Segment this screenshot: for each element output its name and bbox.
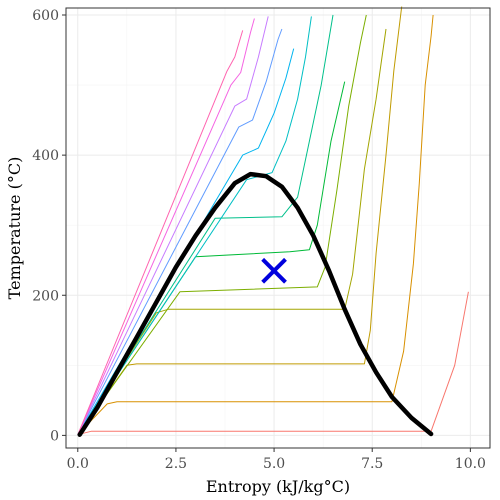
isobar-line (77, 30, 244, 435)
y-axis: 0 200 400 600 (32, 8, 66, 444)
y-tick-label: 0 (50, 428, 59, 444)
panel-border (65, 7, 491, 449)
x-marker (261, 257, 287, 284)
x-tick-label: 0.0 (67, 456, 89, 472)
state-marker (261, 257, 287, 284)
y-axis-title: Temperature (°C) (5, 157, 24, 300)
isobar-line (77, 28, 387, 435)
isobar-line (77, 14, 334, 435)
y-tick-label: 200 (32, 288, 59, 304)
x-tick-label: 2.5 (165, 456, 187, 472)
isobar-line (77, 48, 295, 435)
x-tick-label: 7.5 (361, 456, 383, 472)
saturation-dome (77, 171, 434, 437)
isobar-line (77, 28, 283, 435)
x-axis-title: Entropy (kJ/kg°C) (206, 477, 350, 496)
grid (66, 8, 490, 448)
isobar-line (77, 16, 312, 435)
saturation-dome-line (77, 171, 434, 437)
isobar-line (77, 16, 269, 435)
isobar-line (77, 14, 434, 436)
y-tick-label: 600 (32, 8, 59, 24)
isobar-line (77, 14, 367, 435)
isobar-line (77, 6, 403, 435)
x-tick-label: 5.0 (263, 456, 285, 472)
y-tick-label: 400 (32, 148, 59, 164)
x-tick-label: 10.0 (455, 456, 486, 472)
x-axis: 0.0 2.5 5.0 7.5 10.0 (67, 448, 486, 472)
isobar-line (77, 18, 255, 435)
